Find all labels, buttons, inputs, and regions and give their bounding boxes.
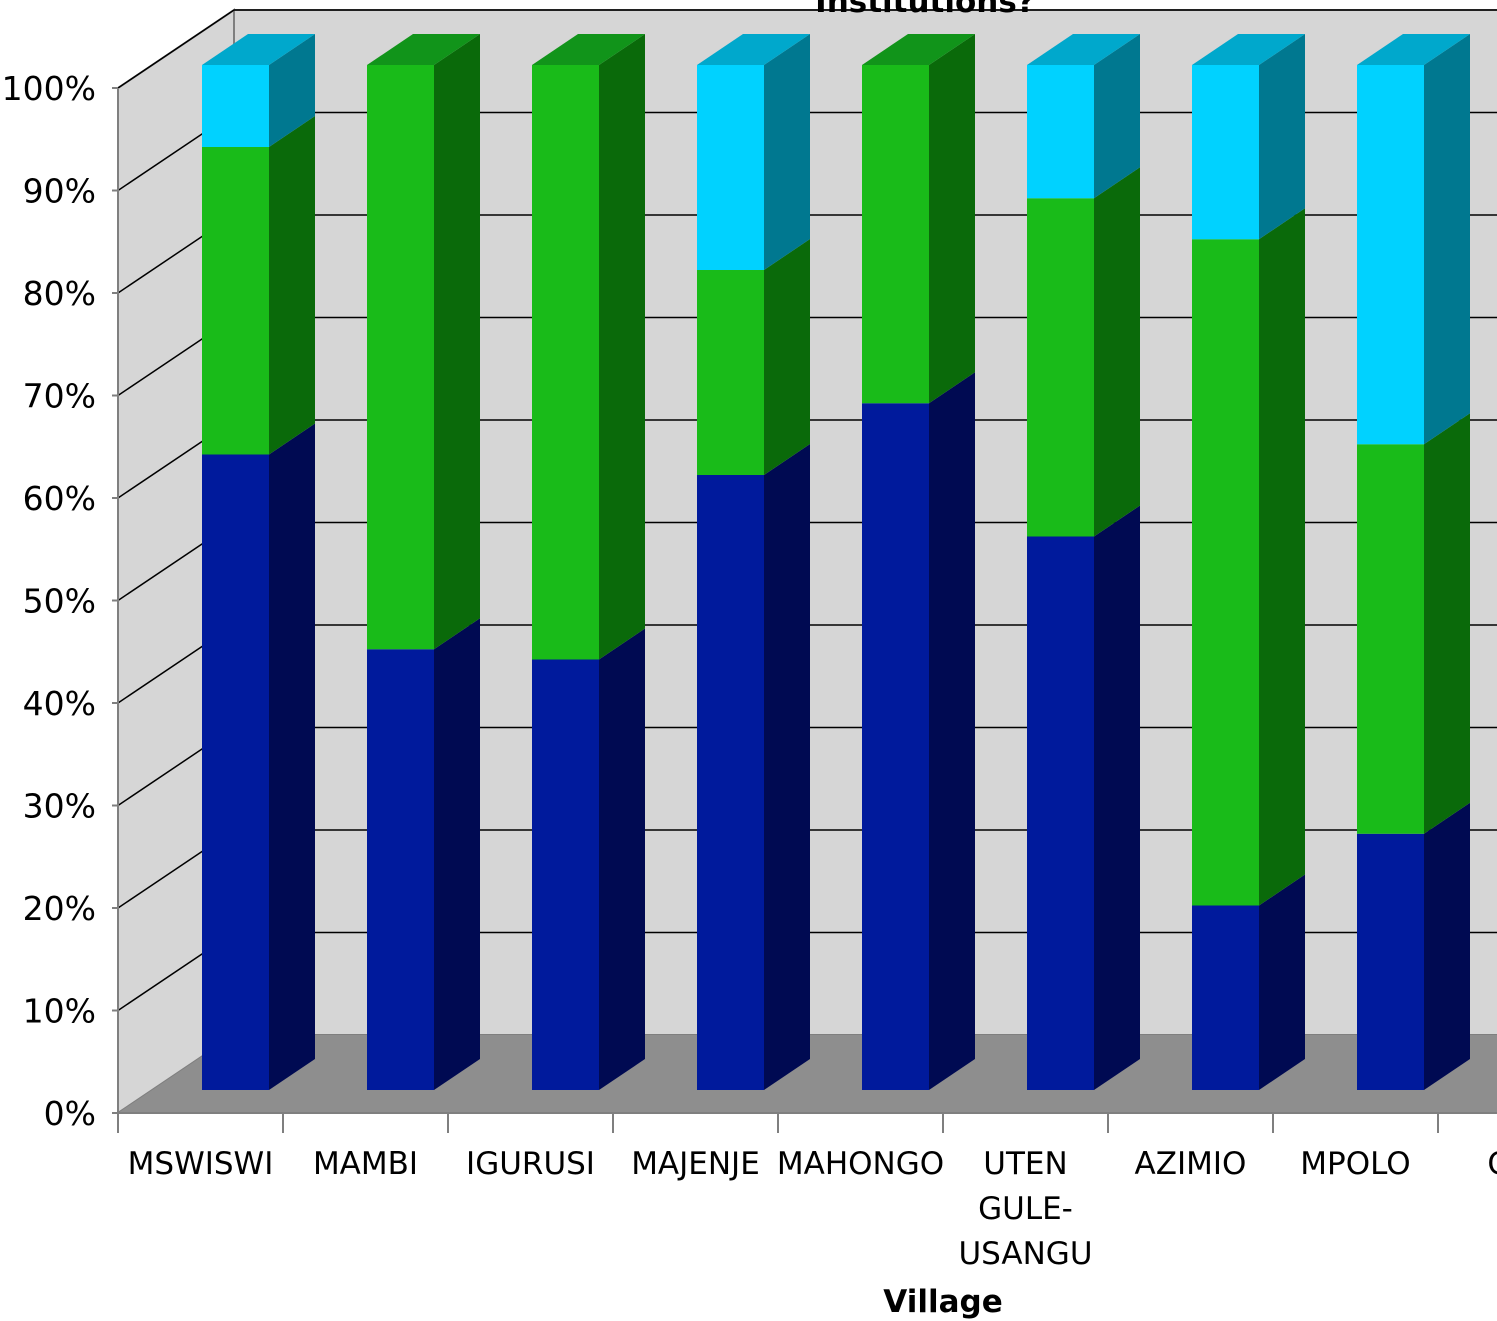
bar-segment	[532, 659, 599, 1090]
bar-segment	[367, 649, 434, 1090]
y-tick-label: 20%	[23, 889, 96, 928]
x-axis: MSWISWI MAMBI IGURUSI MAJENJE MAHONGO UTEN GUL…	[117, 1112, 1497, 1272]
bar-segment	[862, 65, 929, 404]
bar-segment	[697, 65, 764, 270]
bar-segment	[367, 65, 434, 650]
bar-segment-side	[434, 34, 480, 650]
bar-segment-side	[1259, 208, 1305, 906]
x-tick-label: MSWISWI	[128, 1146, 274, 1182]
bar-segment-top	[697, 34, 810, 65]
bar-segment	[697, 270, 764, 475]
gridline-side	[117, 9, 235, 89]
bar-segment-side	[269, 34, 315, 147]
x-axis-title: Village	[883, 1284, 1002, 1320]
bar-segment-side	[599, 628, 645, 1090]
y-tick-label: 90%	[23, 172, 96, 211]
bar-segment-side	[1424, 34, 1470, 445]
bar-segment-side	[434, 618, 480, 1090]
y-tick-label: 40%	[23, 684, 96, 723]
bar-segment-side	[269, 116, 315, 455]
bar-segment-side	[1259, 34, 1305, 240]
bar-segment-side	[929, 34, 975, 404]
bar-segment	[202, 454, 269, 1090]
y-tick-label: 10%	[23, 992, 96, 1031]
chart-title: Institutions?	[815, 0, 1035, 20]
bar-segment-side	[1094, 34, 1140, 199]
bar-segment-top	[202, 34, 315, 65]
bar-segment	[1027, 198, 1094, 537]
bar-segment-side	[269, 423, 315, 1090]
bar-segment	[1357, 65, 1424, 445]
bar-segment	[532, 65, 599, 660]
y-tick-label: 60%	[23, 479, 96, 518]
x-tick-label: AZIMIO	[1135, 1146, 1247, 1182]
bar-segment	[697, 475, 764, 1090]
x-tick-label: MAMBI	[313, 1146, 418, 1182]
x-tick-label: MAHONGO	[777, 1146, 944, 1182]
y-axis: 0% 10% 20% 30% 40% 50% 60% 70% 80% 90% 100%	[2, 69, 119, 1133]
x-tick-label: CHA	[1487, 1146, 1497, 1182]
bar-segment-side	[1424, 413, 1470, 834]
y-tick-label: 0%	[44, 1094, 96, 1133]
bar-segment-side	[764, 34, 810, 270]
bar-segment-side	[929, 372, 975, 1090]
y-tick-label: 100%	[2, 69, 96, 108]
y-tick-label: 70%	[23, 377, 96, 416]
bar-segment-side	[764, 444, 810, 1090]
bar-segment	[1192, 239, 1259, 906]
y-tick-label: 80%	[23, 274, 96, 313]
bar-segment-side	[599, 34, 645, 660]
chart-bars	[202, 34, 1470, 1090]
bar-segment	[1357, 833, 1424, 1090]
bar-segment-top	[532, 34, 645, 65]
bar-segment-top	[862, 34, 975, 65]
y-tick-label: 30%	[23, 787, 96, 826]
bar-segment-side	[1259, 874, 1305, 1090]
bar-segment	[1192, 65, 1259, 240]
x-tick-label: IGURUSI	[466, 1146, 595, 1182]
bar-segment-top	[1192, 34, 1305, 65]
bar-segment-top	[367, 34, 480, 65]
y-tick-label: 50%	[23, 582, 96, 621]
bar-segment	[1027, 65, 1094, 199]
x-tick-label: UTEN GULE-USANGU	[958, 1146, 1092, 1272]
bar-segment-top	[1357, 34, 1470, 65]
bar-segment	[1357, 444, 1424, 834]
x-tick-label: MPOLO	[1300, 1146, 1410, 1182]
bar-segment	[862, 403, 929, 1090]
bar-segment	[1192, 905, 1259, 1090]
bar-segment-side	[764, 239, 810, 475]
bar-segment	[202, 65, 269, 147]
bar-segment-side	[1094, 505, 1140, 1090]
bar-segment	[202, 147, 269, 455]
bar-segment	[1027, 536, 1094, 1090]
bar-segment-side	[1094, 167, 1140, 537]
bar-segment-top	[1027, 34, 1140, 65]
bar-segment-side	[1424, 802, 1470, 1090]
x-tick-label: MAJENJE	[631, 1146, 760, 1182]
